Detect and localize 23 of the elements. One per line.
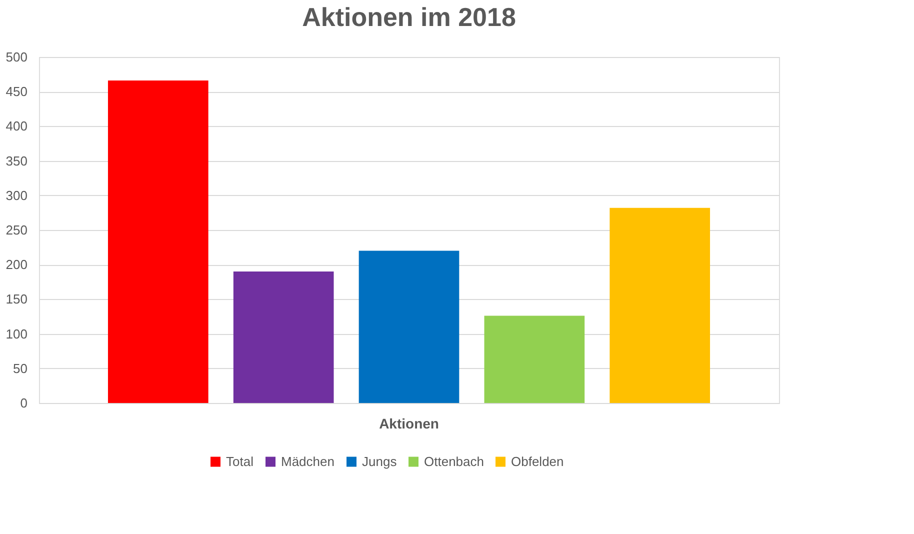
y-tick-label: 100 [6,326,28,342]
y-tick-label: 300 [6,188,28,203]
bar [610,208,710,403]
y-tick-label: 350 [6,153,28,168]
y-tick-label: 500 [6,50,28,64]
y-tick-label: 200 [6,257,28,272]
y-tick-label: 0 [20,396,28,410]
x-tick-label: Aktionen [379,416,439,432]
bar [484,316,585,403]
bar [108,80,208,403]
chart-title: Aktionen im 2018 [302,2,516,32]
legend-label: Obfelden [511,454,564,469]
bar [358,250,460,403]
legend-label: Mädchen [281,454,334,469]
y-tick-label: 50 [13,360,28,376]
y-tick-label: 250 [6,222,28,238]
legend-label: Ottenbach [424,454,484,469]
legend-label: Jungs [362,454,398,469]
bar [233,272,334,403]
legend-label: Total [226,454,254,469]
y-tick-label: 150 [6,292,28,307]
y-tick-label: 400 [6,118,28,134]
y-tick-label: 450 [6,84,28,100]
